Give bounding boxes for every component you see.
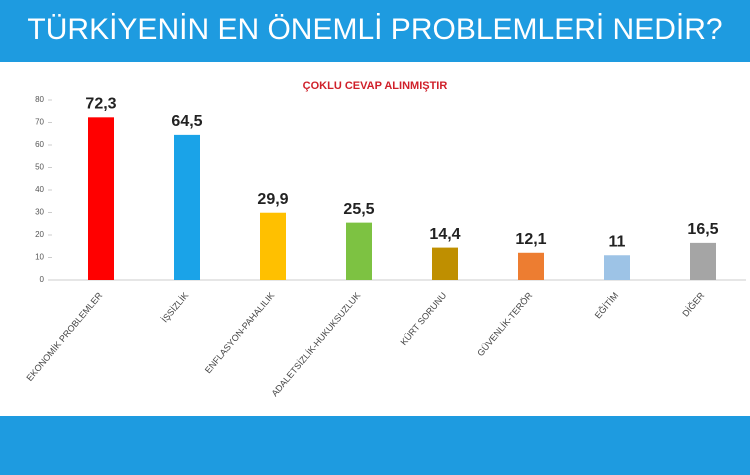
y-tick-label: 0	[40, 275, 45, 284]
x-tick-label: KÜRT SORUNU	[398, 290, 448, 347]
y-tick-label: 60	[35, 140, 44, 149]
x-tick-label: EKONOMİK PROBLEMLER	[24, 290, 104, 383]
y-tick-label: 80	[35, 95, 44, 104]
header-band	[0, 0, 750, 62]
bar	[88, 117, 114, 280]
x-tick-label: ADALETSİZLİK-HUKUKSUZLUK	[270, 290, 363, 398]
bar	[346, 222, 372, 280]
bar	[260, 212, 286, 280]
data-label: 16,5	[687, 221, 718, 238]
bar	[518, 252, 544, 280]
bar	[174, 134, 200, 280]
bar	[690, 242, 716, 280]
x-tick-label: İŞSİZLİK	[160, 290, 191, 324]
data-label: 25,5	[343, 201, 374, 218]
chart-subtitle: ÇOKLU CEVAP ALINMIŞTIR	[303, 80, 448, 92]
y-tick-label: 10	[35, 253, 44, 262]
x-tick-label: DİĞER	[680, 290, 706, 319]
x-tick-label: EĞİTİM	[593, 290, 621, 320]
y-tick-label: 40	[35, 185, 44, 194]
y-tick-label: 20	[35, 230, 44, 239]
y-tick-label: 50	[35, 163, 44, 172]
data-label: 72,3	[85, 96, 116, 113]
chart-title: TÜRKİYENİN EN ÖNEMLİ PROBLEMLERİ NEDİR?	[27, 13, 722, 46]
y-tick-label: 70	[35, 118, 44, 127]
bar	[604, 255, 630, 280]
data-label: 64,5	[171, 113, 202, 130]
data-label: 12,1	[515, 231, 546, 248]
x-tick-label: GÜVENLİK-TERÖR	[475, 290, 534, 358]
data-label: 29,9	[257, 191, 288, 208]
bar	[432, 247, 458, 280]
data-label: 14,4	[429, 226, 460, 243]
y-tick-label: 30	[35, 208, 44, 217]
x-tick-label: ENFLASYON-PAHALILIK	[203, 290, 276, 375]
footer-band	[0, 416, 750, 475]
data-label: 11	[609, 233, 626, 250]
